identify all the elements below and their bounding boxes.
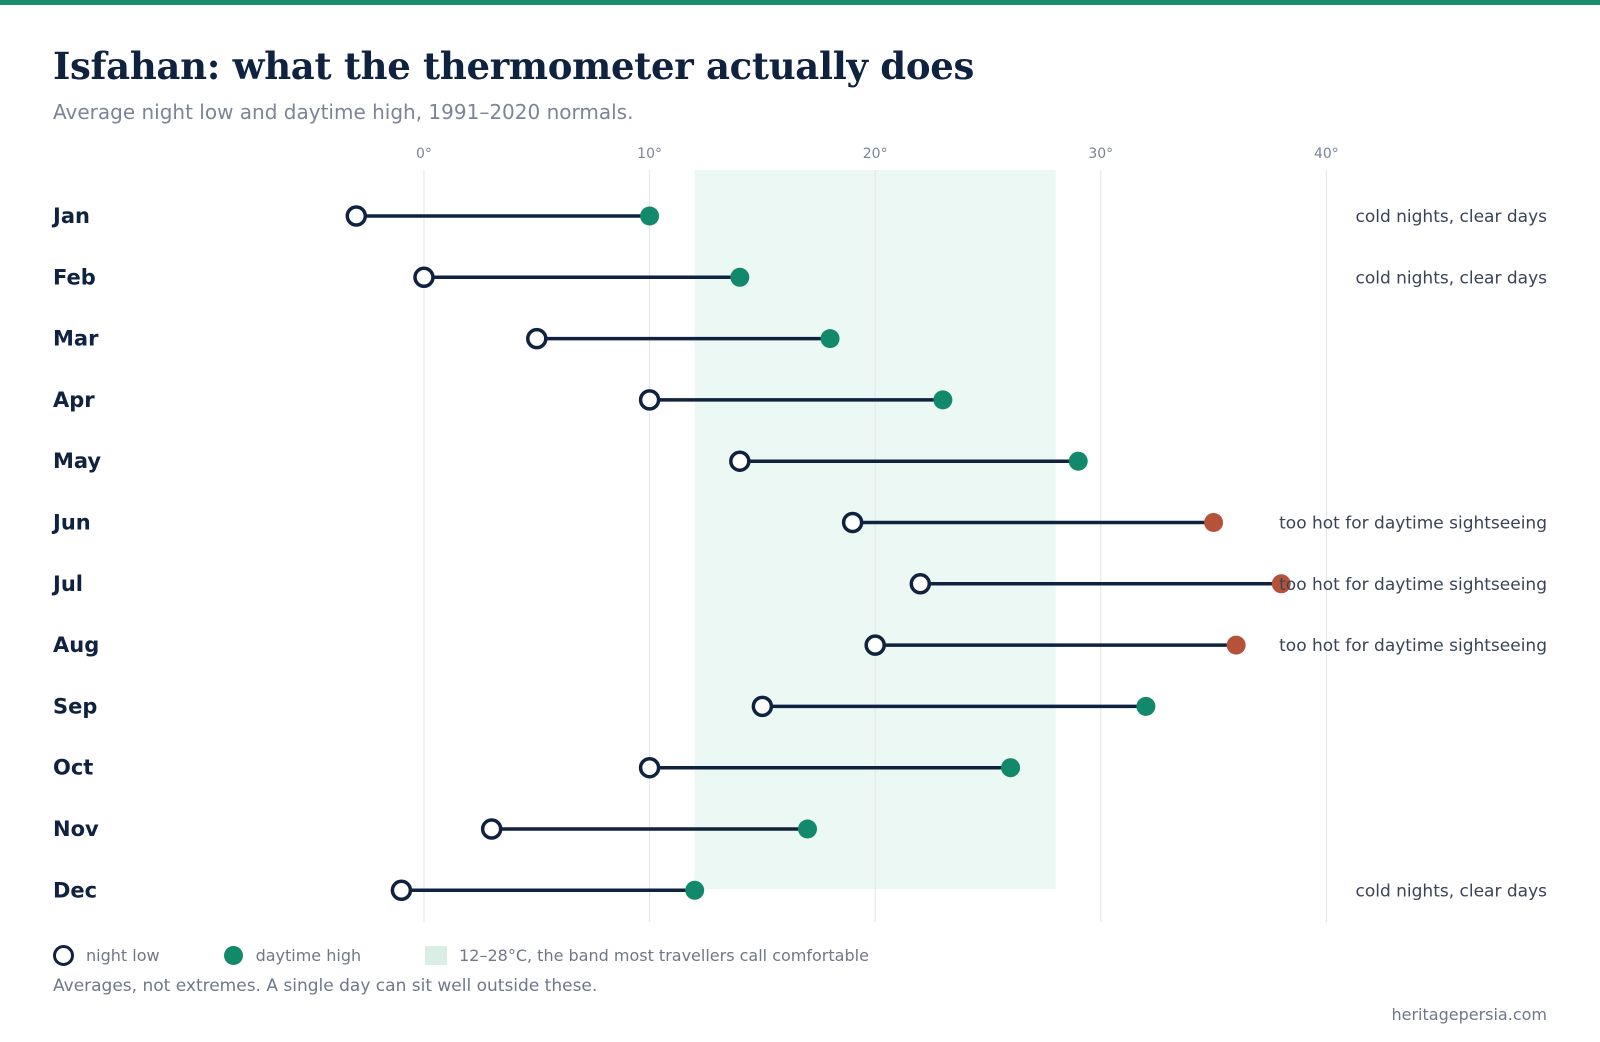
daytime-high-point <box>1001 758 1021 778</box>
month-label: Sep <box>53 694 97 718</box>
month-label: Jan <box>51 204 90 228</box>
month-label: Oct <box>53 756 93 780</box>
x-tick-label: 0° <box>416 146 432 162</box>
month-label: Feb <box>53 265 96 289</box>
month-label: Mar <box>53 327 99 351</box>
x-tick-label: 30° <box>1088 146 1113 162</box>
month-label: Aug <box>53 633 99 657</box>
daytime-high-point <box>1271 574 1291 594</box>
daytime-high-marker-icon <box>223 946 243 965</box>
night-low-point <box>864 634 886 656</box>
legend-item-high: daytime high <box>223 946 362 965</box>
daytime-high-point <box>640 206 660 226</box>
month-label: Jun <box>51 511 91 535</box>
daytime-high-point <box>1226 635 1246 655</box>
daytime-high-point <box>1204 513 1224 532</box>
month-label: Nov <box>53 817 99 841</box>
night-low-point <box>480 818 503 840</box>
night-low-point <box>638 756 661 779</box>
month-label: Jul <box>51 572 83 596</box>
x-tick-label: 40° <box>1314 146 1339 162</box>
night-low-point <box>638 389 661 411</box>
source-credit: heritagepersia.com <box>1391 1005 1547 1024</box>
row-annotation: cold nights, clear days <box>1355 881 1547 901</box>
footnote: Averages, not extremes. A single day can… <box>53 976 598 996</box>
legend: night low daytime high 12–28°C, the band… <box>53 945 869 966</box>
chart-subtitle: Average night low and daytime high, 1991… <box>53 100 634 124</box>
x-tick-label: 10° <box>637 146 662 162</box>
legend-low-label: night low <box>86 946 160 965</box>
daytime-high-point <box>798 819 817 839</box>
night-low-point <box>751 695 774 718</box>
dumbbell-chart: 0° 10° 20° 30° 40° Jan cold nights, clear days… <box>51 146 1547 922</box>
row-annotation: cold nights, clear days <box>1355 268 1547 288</box>
month-label: Dec <box>53 878 97 902</box>
comfort-band-swatch-icon <box>425 946 448 965</box>
daytime-high-point <box>1136 696 1156 716</box>
night-low-point <box>413 266 435 289</box>
legend-high-label: daytime high <box>255 946 362 965</box>
row-annotation: too hot for daytime sightseeing <box>1279 636 1547 656</box>
chart-title: Isfahan: what the thermometer actually d… <box>53 44 974 88</box>
daytime-high-point <box>1068 451 1088 471</box>
top-accent-rule <box>0 0 1600 5</box>
legend-item-band: 12–28°C, the band most travellers call c… <box>425 946 869 965</box>
daytime-high-point <box>730 267 750 287</box>
row-annotation: cold nights, clear days <box>1355 207 1547 227</box>
month-label: Apr <box>53 388 95 412</box>
daytime-high-point <box>820 329 840 349</box>
night-low-point <box>841 511 864 534</box>
night-low-point <box>345 205 368 227</box>
daytime-high-point <box>685 880 705 900</box>
month-label: May <box>53 449 101 473</box>
daytime-high-point <box>933 390 953 410</box>
night-low-point <box>729 450 751 472</box>
x-tick-label: 20° <box>863 146 888 162</box>
night-low-point <box>909 573 932 595</box>
night-low-marker-icon <box>53 945 74 966</box>
legend-item-low: night low <box>53 945 160 966</box>
row-annotation: too hot for daytime sightseeing <box>1279 575 1547 595</box>
row-annotation: too hot for daytime sightseeing <box>1279 514 1547 534</box>
legend-band-label: 12–28°C, the band most travellers call c… <box>459 946 869 965</box>
night-low-point <box>526 327 548 350</box>
night-low-point <box>390 879 413 902</box>
